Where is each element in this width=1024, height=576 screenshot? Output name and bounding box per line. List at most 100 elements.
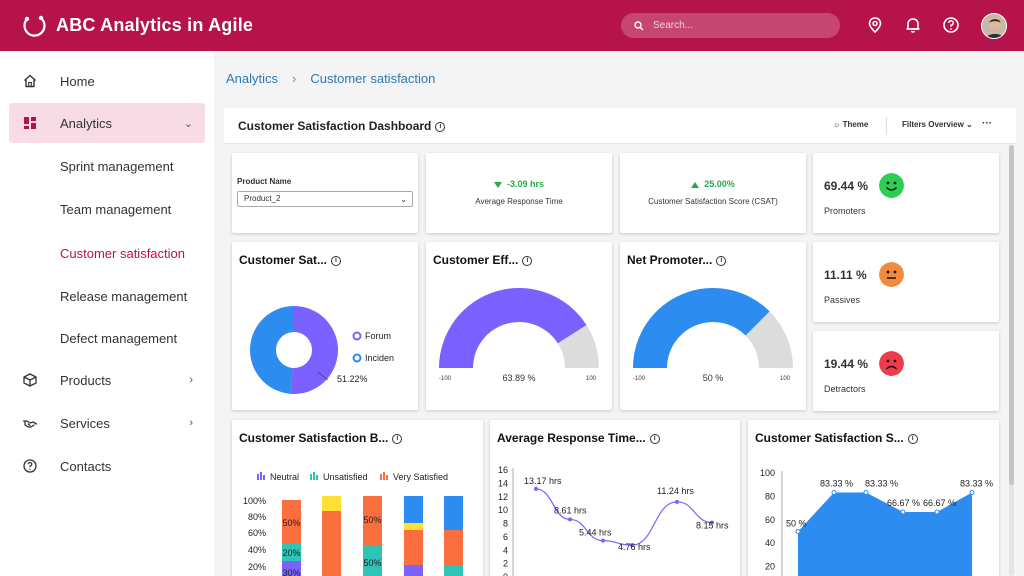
search-box[interactable] — [621, 13, 840, 38]
area-series[interactable] — [798, 492, 972, 576]
dashboard-icon — [24, 117, 36, 129]
sidebar-item-products[interactable]: Products › — [9, 360, 205, 400]
y-tick: 80 — [765, 491, 775, 501]
filters-overview-button[interactable]: Filters Overview ⌄ — [902, 120, 973, 129]
card-title: Net Promoter... i — [627, 253, 727, 267]
csat-bar-card: Customer Satisfaction B... i Neutral Unsa… — [232, 420, 483, 576]
bar-segment[interactable] — [322, 511, 341, 576]
bar-segment[interactable] — [282, 544, 301, 561]
kpi-label: Customer Satisfaction Score (CSAT) — [648, 197, 778, 206]
y-tick: 12 — [498, 492, 508, 502]
breadcrumb-analytics[interactable]: Analytics — [226, 71, 279, 86]
line-point[interactable] — [675, 499, 679, 504]
info-icon[interactable]: i — [331, 255, 342, 266]
sidebar-subitem-release[interactable]: Release management — [60, 289, 188, 304]
bell-icon[interactable] — [904, 16, 922, 34]
line-point[interactable] — [710, 520, 714, 525]
y-tick: 14 — [498, 478, 508, 488]
avatar[interactable] — [981, 13, 1007, 39]
info-icon[interactable]: i — [392, 433, 403, 444]
card-title: Customer Satisfaction S... i — [755, 431, 918, 445]
gauge-min-label: -100 — [439, 376, 452, 382]
info-icon[interactable]: i — [907, 433, 918, 444]
chevron-right-icon: › — [189, 417, 193, 429]
y-tick: 60 — [765, 515, 775, 525]
product-select[interactable]: Product_2 ⌄ — [237, 191, 413, 207]
nps-gauge-chart: -100 100 50 % — [633, 288, 793, 383]
gauge-fill[interactable] — [439, 288, 587, 368]
bar-segment[interactable] — [444, 496, 463, 530]
search-input[interactable] — [653, 20, 823, 31]
search-icon — [634, 20, 644, 30]
y-tick: 60% — [248, 528, 266, 538]
sidebar-item-home[interactable]: Home — [9, 61, 205, 101]
help-circle-icon — [23, 459, 37, 473]
promoters-value: 69.44 % — [824, 179, 869, 193]
sidebar-subitem-sprint[interactable]: Sprint management — [60, 159, 174, 174]
area-point[interactable] — [863, 490, 869, 496]
bar-segment[interactable] — [363, 546, 382, 576]
area-point[interactable] — [831, 490, 837, 496]
bar-segment[interactable] — [282, 500, 301, 544]
info-icon[interactable]: i — [435, 121, 446, 132]
y-tick: 0 — [503, 572, 508, 576]
location-icon[interactable] — [866, 16, 884, 34]
sidebar-subitem-team[interactable]: Team management — [60, 202, 172, 217]
line-point[interactable] — [534, 486, 538, 491]
legend-incident[interactable]: Inciden — [365, 353, 394, 363]
sidebar-subitem-defect[interactable]: Defect management — [60, 331, 178, 346]
area-point[interactable] — [795, 529, 801, 534]
donut-slice-forum[interactable] — [290, 306, 339, 394]
bar-segment[interactable] — [363, 496, 382, 546]
bar-segment[interactable] — [444, 566, 463, 576]
y-tick: 100% — [243, 496, 266, 506]
line-series[interactable] — [535, 488, 713, 546]
area-data-label: 66.67 % — [923, 498, 956, 508]
legend-very-satisfied[interactable]: Very Satisfied — [393, 472, 448, 482]
y-tick: 10 — [498, 505, 508, 515]
sidebar-subitem-customer-satisfaction[interactable]: Customer satisfaction — [60, 246, 185, 261]
gauge-fill[interactable] — [633, 288, 770, 368]
legend-neutral[interactable]: Neutral — [270, 472, 299, 482]
info-icon[interactable]: i — [522, 255, 533, 266]
dashboard-panel: Customer Satisfaction Dashboard i ☼ Theme… — [224, 108, 1016, 576]
sidebar-item-label: Products — [60, 372, 112, 388]
gauge-max-label: 100 — [780, 376, 791, 382]
area-point[interactable] — [934, 509, 940, 515]
more-options-button[interactable]: ··· — [982, 118, 992, 129]
handshake-icon — [22, 420, 38, 428]
legend-unsatisfied[interactable]: Unsatisfied — [323, 472, 368, 482]
csat-stacked-bar-chart: Neutral Unsatisfied Very Satisfied 100% … — [243, 472, 463, 576]
theme-button[interactable]: ☼ Theme — [833, 120, 869, 129]
scrollbar-thumb[interactable] — [1009, 145, 1014, 485]
sidebar-item-analytics[interactable]: Analytics ⌄ — [9, 103, 205, 143]
line-point[interactable] — [601, 538, 605, 543]
bar-segment[interactable] — [404, 496, 423, 523]
ces-gauge-chart: -100 100 63.89 % — [439, 288, 599, 383]
bar-segment[interactable] — [404, 523, 423, 530]
sidebar-item-services[interactable]: Services › — [9, 403, 205, 443]
csat-area-chart: 10080604020050 %83.33 %83.33 %66.67 %66.… — [760, 468, 993, 576]
filter-card: Product Name Product_2 ⌄ — [232, 153, 418, 233]
bar-segment[interactable] — [404, 530, 423, 565]
sidebar-item-contacts[interactable]: Contacts — [9, 446, 205, 486]
dashboard-scrollbar[interactable] — [1009, 145, 1014, 576]
info-icon[interactable]: i — [649, 433, 660, 444]
bar-segment[interactable] — [444, 530, 463, 566]
bar-segment[interactable] — [322, 496, 341, 511]
detractors-card: 19.44 % Detractors — [813, 331, 999, 411]
kpi-csat-card: 25.00% Customer Satisfaction Score (CSAT… — [620, 153, 806, 233]
line-point[interactable] — [568, 517, 572, 522]
legend-forum[interactable]: Forum — [365, 331, 391, 341]
bar-segment[interactable] — [282, 561, 301, 576]
info-icon[interactable]: i — [716, 255, 727, 266]
line-data-label: 5.44 hrs — [579, 528, 612, 538]
area-point[interactable] — [900, 509, 906, 515]
area-point[interactable] — [969, 490, 975, 496]
help-icon[interactable] — [942, 16, 960, 34]
donut-slice-incident[interactable] — [250, 306, 294, 394]
user-avatar-icon — [982, 14, 1006, 38]
bar-segment[interactable] — [404, 565, 423, 576]
line-point[interactable] — [630, 543, 634, 548]
bar-data-label: 50% — [282, 518, 300, 528]
